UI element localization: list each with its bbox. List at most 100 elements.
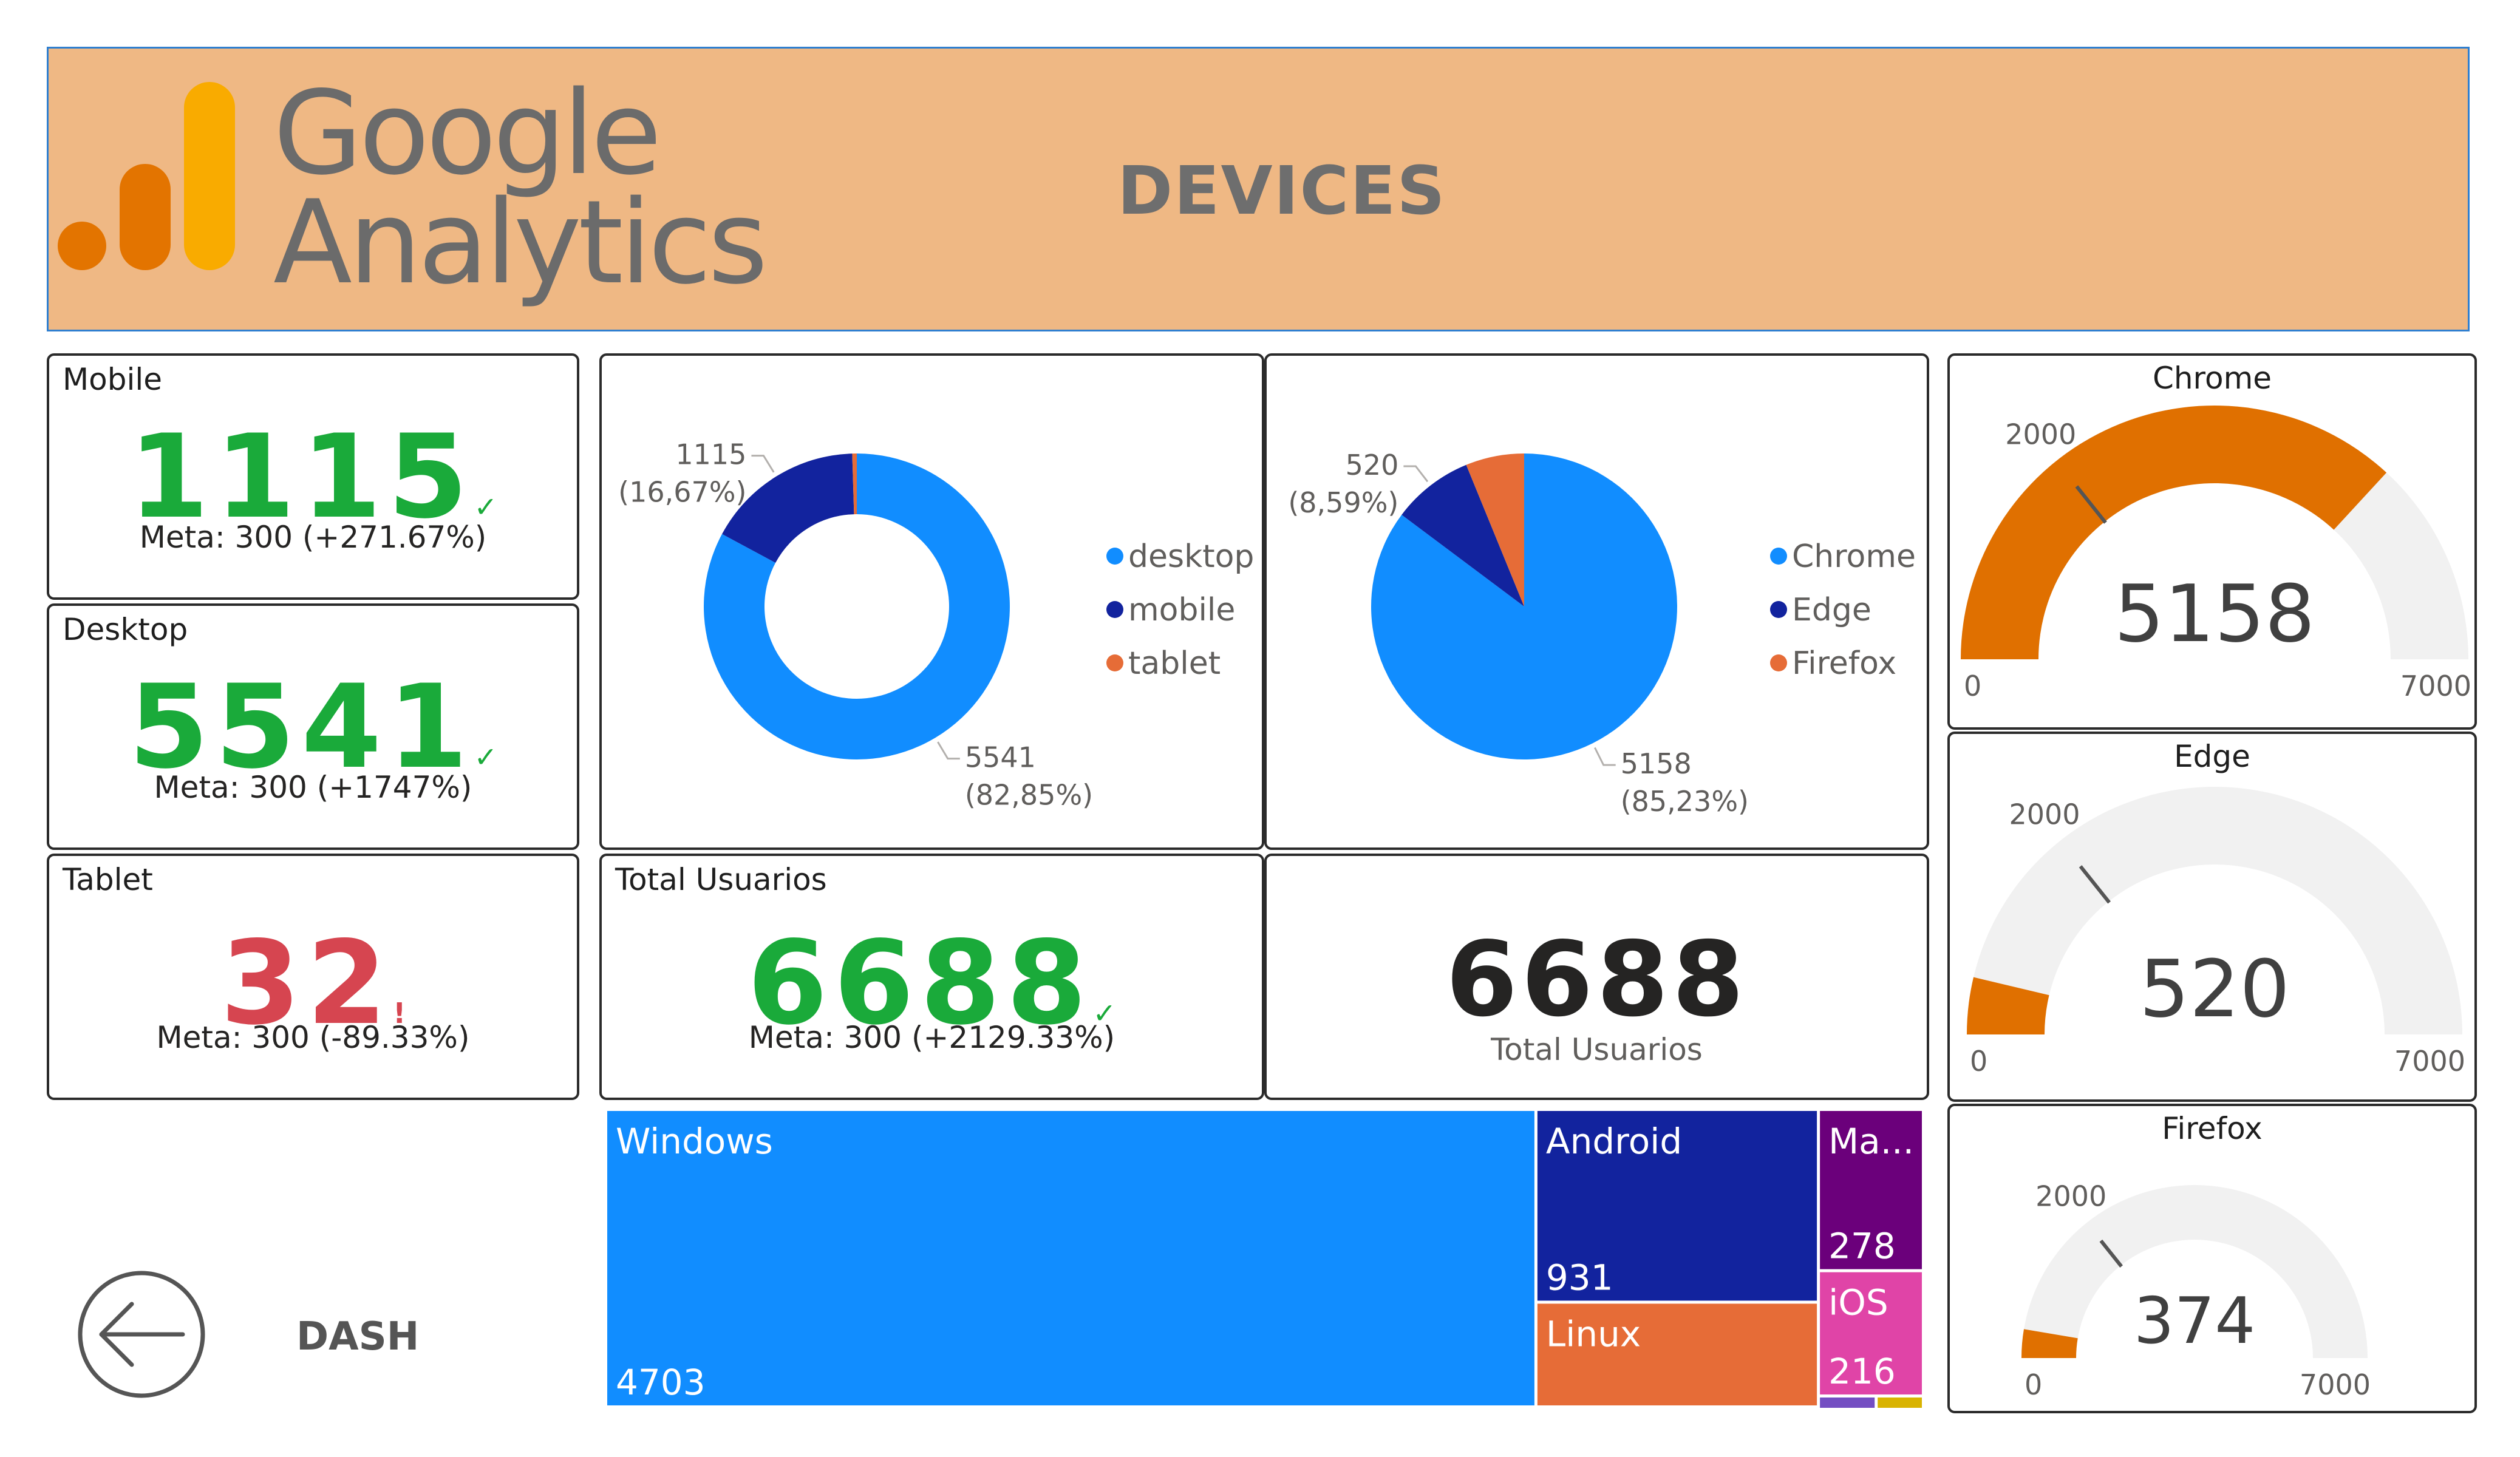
gauge-target-label: 2000 [2009, 798, 2080, 830]
gauge-min-label: 0 [2025, 1368, 2042, 1401]
kpi-value-wrap: 1115✓ [49, 419, 577, 535]
gauge-track [2021, 1185, 2368, 1358]
kpi-card-total-usuarios: Total Usuarios 6688✓ Meta: 300 (+2129.33… [599, 854, 1264, 1100]
kpi-label: Desktop [63, 612, 188, 647]
legend-item-mobile[interactable]: mobile [1128, 592, 1235, 628]
slice-mobile[interactable] [722, 453, 854, 563]
legend-marker-tablet [1106, 654, 1123, 671]
checkmark-icon: ✓ [474, 741, 498, 773]
kpi-value: 32 [220, 916, 393, 1050]
browser-pie-card: 5158 (85,23%) 520 (8,59%) Chrome Edge Firefox [1264, 353, 1929, 850]
kpi-label: Mobile [63, 362, 163, 397]
treemap-tile-android[interactable] [1537, 1111, 1817, 1301]
os-treemap-chart: Windows 4703 Android 931 Linux Ma... 278 iOS 216 [607, 1111, 1922, 1408]
gauge-target-line [2099, 1239, 2123, 1268]
kpi-value: 5541 [128, 660, 474, 794]
treemap-tile-linux[interactable] [1537, 1303, 1817, 1405]
gauge-card-firefox: Firefox 2000 0 7000 374 [1947, 1104, 2477, 1413]
treemap-value-ma: 278 [1828, 1226, 1896, 1267]
data-label-value-mobile: 1115 [675, 438, 746, 471]
kpi-label: Tablet [63, 862, 153, 897]
kpi-meta: Meta: 300 (-89.33%) [156, 1020, 470, 1055]
legend-item-chrome[interactable]: Chrome [1792, 538, 1916, 575]
kpi-meta: Meta: 300 (+1747%) [154, 770, 472, 805]
gauge-title: Firefox [2162, 1111, 2263, 1146]
gauge-value: 520 [2139, 943, 2290, 1035]
gauge-value: 5158 [2114, 568, 2315, 660]
gauge-card-edge: Edge 2000 0 7000 520 [1947, 732, 2477, 1102]
slice-firefox[interactable] [1466, 453, 1524, 606]
gauge-max-label: 7000 [2300, 1368, 2371, 1401]
firefox-gauge-chart: 2000 0 7000 374 [2021, 1180, 2371, 1401]
slice-desktop[interactable] [704, 453, 1010, 759]
treemap-label-android: Android [1546, 1121, 1682, 1162]
legend-marker-chrome [1770, 548, 1787, 565]
data-label-pct-desktop: (82,85%) [965, 779, 1093, 812]
leader-line-mobile [751, 455, 775, 473]
leader-line-chrome [1594, 747, 1616, 766]
gauge-max-label: 7000 [2394, 1045, 2465, 1078]
treemap-value-android: 931 [1546, 1257, 1613, 1298]
checkmark-icon: ✓ [1092, 997, 1117, 1030]
treemap-tile-other[interactable] [1820, 1398, 1875, 1408]
gauge-value: 374 [2134, 1284, 2255, 1358]
device-category-donut-card: 5541 (82,85%) 1115 (16,67%) desktop mobile tab… [599, 353, 1264, 850]
exclamation-icon: ! [393, 997, 406, 1030]
legend-marker-mobile [1106, 601, 1123, 618]
kpi-value-wrap: 32! [49, 926, 577, 1041]
total-usuarios-value: 6688 [1445, 920, 1748, 1040]
gauge-min-label: 0 [1964, 670, 1981, 702]
checkmark-icon: ✓ [474, 491, 498, 523]
treemap-tile-windows[interactable] [607, 1111, 1534, 1405]
kpi-card-mobile: Mobile 1115✓ Meta: 300 (+271.67%) [47, 353, 579, 600]
data-label-pct-edge: (8,59%) [1288, 486, 1398, 519]
kpi-value-wrap: 5541✓ [49, 670, 577, 785]
treemap-value-windows: 4703 [616, 1362, 706, 1403]
gauge-card-chrome: Chrome 2000 0 7000 5158 [1947, 353, 2477, 730]
legend-marker-desktop [1106, 548, 1123, 565]
treemap-value-ios: 216 [1828, 1351, 1896, 1392]
gauge-target-line [2079, 865, 2111, 904]
logo-text-analytics: Analytics [273, 175, 768, 310]
gauge-title: Chrome [2152, 361, 2272, 396]
data-label-value-chrome: 5158 [1621, 747, 1692, 780]
kpi-meta: Meta: 300 (+271.67%) [139, 520, 487, 555]
gauge-fill[interactable] [1961, 406, 2387, 659]
dash-nav-link[interactable]: DASH [296, 1314, 420, 1359]
treemap-label-linux: Linux [1546, 1313, 1641, 1354]
gauge-fill[interactable] [1967, 977, 2049, 1034]
legend-marker-firefox [1770, 654, 1787, 671]
kpi-value: 1115 [128, 410, 474, 544]
kpi-value: 6688 [747, 916, 1093, 1050]
treemap-tile-other[interactable] [1878, 1398, 1922, 1408]
legend-item-tablet[interactable]: tablet [1128, 645, 1221, 682]
kpi-meta: Meta: 300 (+2129.33%) [748, 1020, 1115, 1055]
data-label-value-edge: 520 [1346, 449, 1399, 481]
data-label-pct-chrome: (85,23%) [1621, 785, 1749, 818]
slice-tablet[interactable] [852, 453, 857, 515]
back-arrow-icon[interactable] [76, 1269, 207, 1400]
page-title: DEVICES [1117, 152, 1446, 229]
leader-line-edge [1403, 465, 1429, 483]
kpi-label: Total Usuarios [615, 862, 827, 897]
leader-line-desktop [937, 741, 960, 760]
gauge-title: Edge [2174, 739, 2250, 774]
chrome-gauge-chart: 2000 0 7000 5158 [1961, 406, 2471, 702]
google-analytics-logo-icon [58, 82, 235, 270]
data-label-pct-mobile: (16,67%) [618, 476, 746, 509]
slice-edge[interactable] [1401, 464, 1524, 606]
gauge-max-label: 7000 [2400, 670, 2471, 702]
treemap-label-windows: Windows [616, 1121, 773, 1162]
gauge-track [1967, 787, 2462, 1034]
gauge-fill[interactable] [2021, 1329, 2078, 1358]
legend-item-firefox[interactable]: Firefox [1792, 645, 1896, 682]
treemap-label-ma: Ma... [1828, 1121, 1914, 1162]
gauge-target-line [2075, 485, 2107, 524]
legend-item-edge[interactable]: Edge [1792, 592, 1871, 628]
gauge-target-label: 2000 [2005, 418, 2076, 451]
treemap-tile-ma[interactable] [1820, 1111, 1922, 1269]
legend-item-desktop[interactable]: desktop [1128, 538, 1254, 575]
browser-pie-chart: 5158 (85,23%) 520 (8,59%) Chrome Edge Firefox [1288, 449, 1916, 818]
kpi-card-tablet: Tablet 32! Meta: 300 (-89.33%) [47, 854, 579, 1100]
treemap-tile-ios[interactable] [1820, 1272, 1922, 1394]
